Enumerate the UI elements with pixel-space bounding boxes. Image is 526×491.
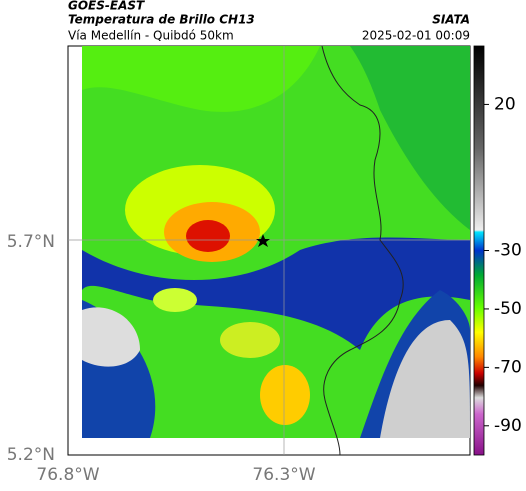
lat-label: 5.7°N	[7, 232, 55, 252]
datetime-label: 2025-02-01 00:09	[362, 29, 470, 43]
colorbar-tick-label: -50	[494, 299, 522, 319]
route-subtitle: Vía Medellín - Quibdó 50km	[68, 29, 234, 43]
colorbar-tick-label: 20	[494, 94, 516, 114]
colorbar	[473, 45, 485, 456]
lat-label: 5.2°N	[7, 445, 55, 465]
lon-label: 76.3°W	[252, 465, 315, 485]
location-star	[256, 234, 270, 247]
satellite-imagery	[82, 46, 470, 438]
lon-label: 76.8°W	[36, 465, 99, 485]
colorbar-tick-label: -90	[494, 416, 522, 436]
product-title: Temperatura de Brillo CH13	[68, 13, 255, 27]
colorbar-tick-label: -70	[494, 357, 522, 377]
source-title: GOES-EAST	[68, 0, 145, 13]
colorbar-tick-label: -30	[494, 241, 522, 261]
border-line	[321, 45, 404, 456]
agency-label: SIATA	[432, 13, 470, 27]
